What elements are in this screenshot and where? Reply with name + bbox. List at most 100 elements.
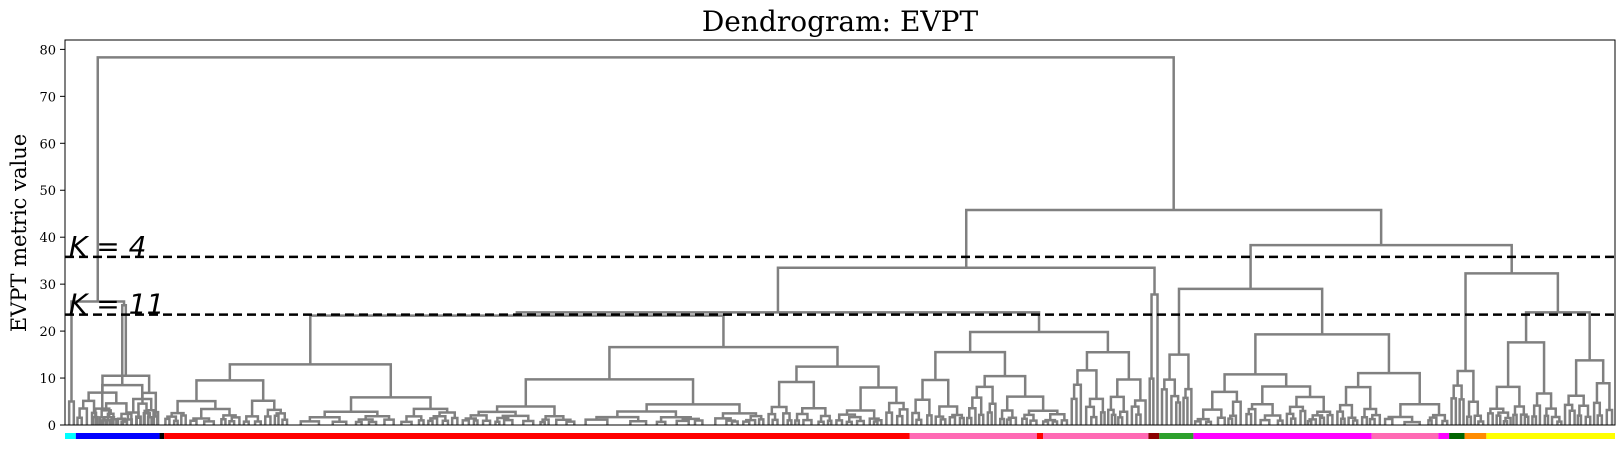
dendrogram-link bbox=[971, 396, 983, 415]
dendrogram-link bbox=[220, 417, 227, 425]
dendrogram-link bbox=[1175, 401, 1182, 425]
dendrogram-link bbox=[826, 419, 833, 425]
dendrogram-link bbox=[1227, 417, 1234, 425]
dendrogram-link bbox=[714, 417, 732, 425]
dendrogram-link bbox=[555, 418, 572, 425]
y-tick-label: 10 bbox=[39, 372, 56, 387]
y-tick-label: 40 bbox=[39, 231, 56, 246]
dendrogram-link bbox=[1524, 311, 1591, 361]
cluster-color-segment bbox=[1148, 433, 1160, 439]
dendrogram-link bbox=[122, 418, 134, 425]
dendrogram-link bbox=[1339, 417, 1346, 425]
dendrogram-link bbox=[1285, 412, 1295, 425]
dendrogram-link bbox=[868, 417, 880, 425]
y-tick-label: 30 bbox=[39, 278, 56, 293]
dendrogram-link bbox=[608, 345, 839, 380]
dendrogram-link bbox=[1160, 388, 1168, 425]
threshold-label: K = 11 bbox=[69, 288, 164, 321]
dendrogram-link bbox=[1531, 415, 1538, 425]
dendrogram-link bbox=[655, 420, 667, 425]
dendrogram-link bbox=[767, 412, 777, 425]
dendrogram-link bbox=[1428, 416, 1438, 425]
cluster-color-segment bbox=[909, 433, 1037, 439]
dendrogram-link bbox=[299, 420, 321, 425]
dendrogram-link bbox=[1041, 420, 1050, 425]
dendrogram-link bbox=[926, 414, 933, 425]
dendrogram-link bbox=[1532, 404, 1542, 425]
dendrogram-link bbox=[1060, 419, 1069, 425]
dendrogram-link bbox=[1360, 415, 1369, 425]
dendrogram-link bbox=[675, 419, 690, 425]
y-tick-label: 50 bbox=[39, 184, 56, 199]
dendrogram-link bbox=[742, 420, 751, 425]
cluster-color-segment bbox=[1193, 433, 1372, 439]
dendrogram-link bbox=[1044, 418, 1057, 422]
dendrogram-link bbox=[250, 399, 276, 417]
cluster-color-segment bbox=[164, 433, 910, 439]
dendrogram-link bbox=[522, 419, 535, 425]
dendrogram-link bbox=[1261, 385, 1312, 405]
dendrogram-link bbox=[1387, 415, 1414, 423]
dendrogram-link bbox=[242, 420, 250, 425]
dendrogram-link bbox=[874, 419, 883, 425]
dendrogram-link bbox=[958, 416, 965, 425]
dendrogram-link bbox=[1441, 419, 1449, 425]
dendrogram-link bbox=[895, 414, 904, 425]
dendrogram-link bbox=[67, 400, 76, 425]
cluster-color-bar bbox=[65, 433, 1615, 439]
dendrogram-link bbox=[1383, 417, 1394, 425]
plot-frame bbox=[64, 39, 1616, 426]
dendrogram-link bbox=[180, 414, 187, 425]
dendrogram-link bbox=[887, 401, 905, 413]
dendrogram-link bbox=[1109, 395, 1125, 412]
cluster-color-segment bbox=[1159, 433, 1194, 439]
dendrogram-link bbox=[837, 413, 857, 421]
dendrogram-link bbox=[1168, 353, 1190, 390]
y-tick-label: 80 bbox=[39, 43, 56, 58]
dendrogram-link bbox=[1263, 414, 1282, 421]
dendrogram-link bbox=[1595, 381, 1611, 410]
dendrogram-link bbox=[584, 418, 609, 425]
dendrogram-link bbox=[1344, 385, 1372, 409]
dendrogram-link bbox=[1316, 410, 1332, 416]
dendrogram-link bbox=[1130, 405, 1140, 425]
dendrogram-link bbox=[1289, 417, 1297, 425]
dendrogram-link bbox=[1254, 333, 1391, 375]
dendrogram-link bbox=[501, 414, 530, 422]
dendrogram-link bbox=[450, 416, 459, 425]
dendrogram-link bbox=[595, 415, 640, 422]
dendrogram-link bbox=[172, 419, 179, 425]
dendrogram-link bbox=[1135, 413, 1142, 425]
dendrogram-link bbox=[481, 419, 492, 425]
dendrogram-link bbox=[725, 419, 737, 425]
dendrogram-link bbox=[1249, 243, 1513, 289]
dendrogram-link bbox=[1084, 405, 1096, 425]
dendrogram-link bbox=[1311, 414, 1324, 420]
dendrogram-link bbox=[975, 385, 994, 404]
dendrogram-link bbox=[441, 419, 450, 425]
dendrogram-link bbox=[1201, 408, 1223, 420]
dendrogram-link bbox=[166, 415, 178, 421]
dendrogram-link bbox=[1023, 413, 1035, 421]
dendrogram-link bbox=[1486, 412, 1494, 425]
dendrogram-link bbox=[1276, 419, 1284, 425]
y-tick-label: 70 bbox=[39, 90, 56, 105]
dendrogram-link bbox=[938, 405, 959, 417]
dendrogram-link bbox=[1584, 415, 1592, 425]
dendrogram-link bbox=[629, 419, 648, 425]
dendrogram-link bbox=[1356, 371, 1421, 405]
dendrogram-link bbox=[1502, 420, 1509, 425]
dendrogram-link bbox=[101, 383, 144, 409]
dendrogram-link bbox=[1051, 420, 1059, 425]
dendrogram-link bbox=[354, 420, 363, 425]
dendrogram-link bbox=[541, 418, 550, 425]
dendrogram-link bbox=[745, 418, 757, 425]
dendrogram-link bbox=[1005, 418, 1012, 425]
dendrogram-link bbox=[357, 418, 374, 422]
dendrogram-link bbox=[1543, 414, 1550, 425]
dendrogram-link bbox=[176, 399, 217, 414]
dendrogram-link bbox=[1029, 419, 1038, 425]
cluster-color-segment bbox=[1043, 433, 1149, 439]
dendrogram-link bbox=[1363, 407, 1378, 418]
y-tick-label: 20 bbox=[39, 325, 56, 340]
